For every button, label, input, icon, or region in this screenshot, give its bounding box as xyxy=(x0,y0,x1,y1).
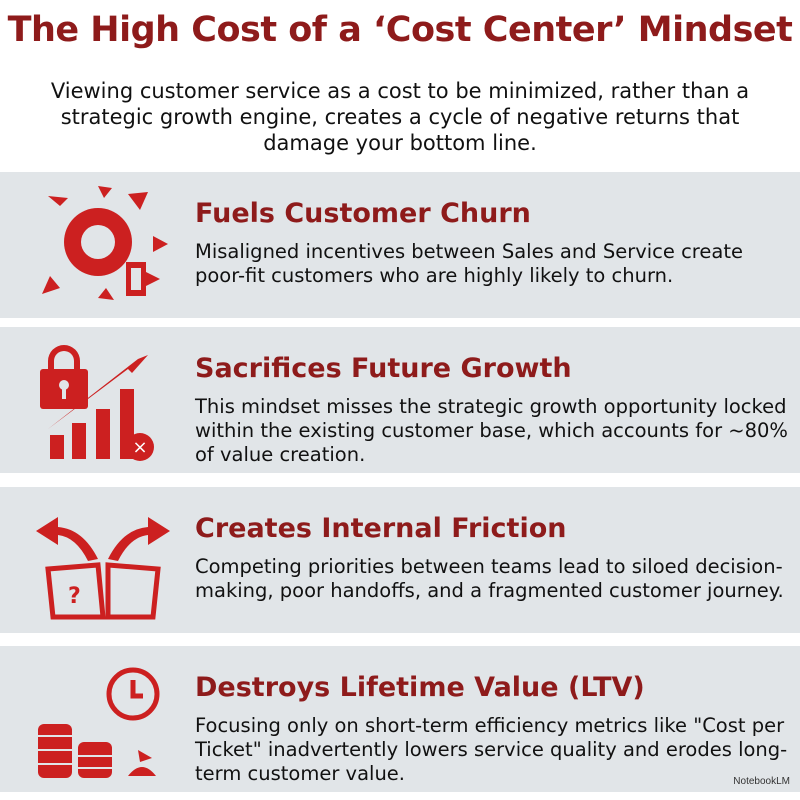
lock-growth-chart-icon: × xyxy=(40,345,154,461)
clock-coins-icon xyxy=(38,667,160,778)
broken-gear-exit-icon xyxy=(42,186,168,300)
panel-customer-churn: Fuels Customer Churn Misaligned incentiv… xyxy=(0,172,800,318)
brand-watermark: NotebookLM xyxy=(733,776,790,787)
panel-body: Focusing only on short-term efficiency m… xyxy=(195,714,788,785)
panel-lifetime-value: Destroys Lifetime Value (LTV) Focusing o… xyxy=(0,646,800,792)
svg-text:?: ? xyxy=(68,584,81,609)
svg-text:×: × xyxy=(132,437,147,458)
panel-heading: Creates Internal Friction xyxy=(195,513,567,544)
page-subtitle: Viewing customer service as a cost to be… xyxy=(50,79,750,155)
split-arrows-map-icon: ? xyxy=(36,517,170,620)
panel-body: Misaligned incentives between Sales and … xyxy=(195,240,743,287)
panel-internal-friction: ? Creates Internal Friction Competing pr… xyxy=(0,487,800,633)
panel-heading: Destroys Lifetime Value (LTV) xyxy=(195,672,645,703)
panel-future-growth: × Sacrifices Future Growth This mindset … xyxy=(0,327,800,473)
panel-body: This mindset misses the strategic growth… xyxy=(195,395,788,466)
panel-heading: Fuels Customer Churn xyxy=(195,198,531,229)
panel-heading: Sacrifices Future Growth xyxy=(195,353,572,384)
panel-body: Competing priorities between teams lead … xyxy=(195,555,784,602)
page-title: The High Cost of a ‘Cost Center’ Mindset xyxy=(7,10,793,50)
